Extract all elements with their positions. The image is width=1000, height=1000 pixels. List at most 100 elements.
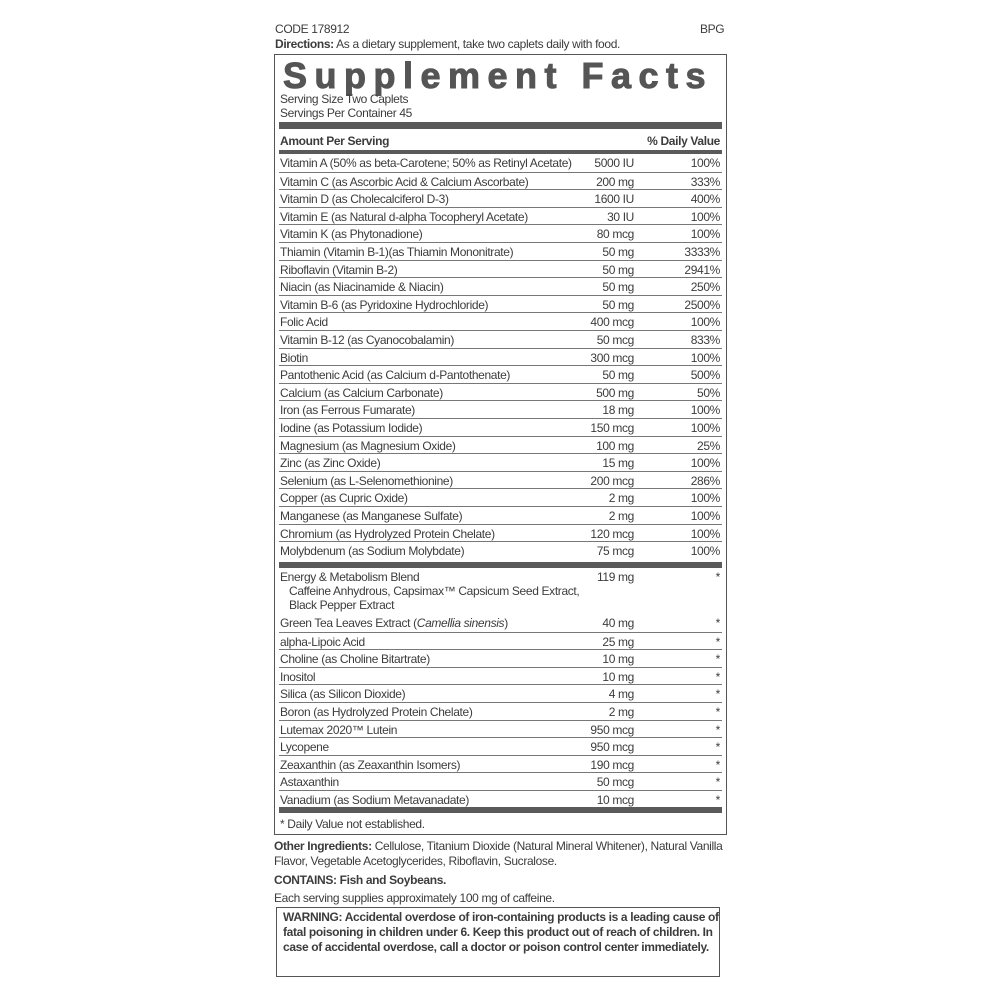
nutrient-amount: 10 mg [602,652,634,667]
nutrient-row: Green Tea Leaves Extract (Camellia sinen… [279,614,722,632]
nutrient-amount: 120 mcg [590,526,634,541]
nutrient-amount: 10 mcg [596,793,635,807]
nutrient-row: Iodine (as Potassium Iodide) 150 mcg 100% [279,418,722,436]
nutrient-name: Choline (as Choline Bitartrate) [280,652,430,666]
nutrient-row: Vanadium (as Sodium Metavanadate) 10 mcg * [279,790,722,808]
nutrient-amount: 1600 IU [594,192,634,207]
nutrient-name: Green Tea Leaves Extract (Camellia sinen… [280,616,508,630]
nutrient-name-text: Vitamin K (as Phytonadione) [280,227,423,242]
nutrient-name: Vitamin B-6 (as Pyridoxine Hydrochloride… [280,297,489,312]
amount-per-serving-header: Amount Per Serving [280,134,390,148]
nutrient-daily-value: 100% [690,315,721,330]
nutrient-daily-value: 286% [690,473,721,488]
nutrient-row: Astaxanthin 50 mcg * [279,772,722,790]
nutrient-daily-value: * [715,652,721,667]
nutrient-name: Niacin (as Niacinamide & Niacin) [280,280,444,294]
nutrient-row: Niacin (as Niacinamide & Niacin) 50 mg 250… [279,277,722,295]
nutrient-amount: 100 mg [596,438,634,453]
nutrient-name: Iron (as Ferrous Fumarate) [280,403,415,417]
product-code: CODE 178912 [275,22,350,36]
brand-code: BPG [700,22,725,36]
nutrient-row: Magnesium (as Magnesium Oxide) 100 mg 25% [279,435,722,454]
nutrient-name: Boron (as Hydrolyzed Protein Chelate) [280,705,473,719]
divider-thick [279,562,722,568]
nutrient-name-text: Vitamin C (as Ascorbic Acid & Calcium As… [280,174,529,189]
nutrient-daily-value: 500% [690,368,721,383]
nutrient-name-text: Lycopene [280,740,329,755]
nutrient-row: Vitamin C (as Ascorbic Acid & Calcium As… [279,171,722,190]
nutrient-name-text: Silica (as Silicon Dioxide) [280,687,406,702]
divider-thick [279,122,722,129]
blend-row: Energy & Metabolism Blend 119 mg * Caffe… [279,568,722,614]
nutrient-name-text: Astaxanthin [280,775,339,790]
nutrient-amount: 40 mg [602,616,634,630]
nutrient-name: Lutemax 2020™ Lutein [280,723,397,737]
nutrient-row: Riboflavin (Vitamin B-2) 50 mg 2941% [279,259,722,278]
directions-text: As a dietary supplement, take two caplet… [333,37,621,51]
nutrient-amount: 190 mcg [590,757,634,772]
nutrient-name: Vitamin E (as Natural d-alpha Tocopheryl… [280,210,528,224]
allergen-statement: CONTAINS: Fish and Soybeans. [274,873,446,887]
nutrient-name: Selenium (as L-Selenomethionine) [280,474,453,488]
directions-label: Directions: [275,37,334,51]
nutrient-daily-value: * [715,634,721,649]
nutrient-name-close: ) [504,616,508,630]
nutrient-daily-value: * [715,616,721,630]
nutrient-amount: 4 mg [608,687,635,702]
nutrient-amount: 200 mg [596,174,634,189]
nutrient-daily-value: * [715,793,721,807]
nutrient-name-text: Vitamin D (as Cholecalciferol D-3) [280,192,449,207]
nutrient-name-text: Iron (as Ferrous Fumarate) [280,403,415,418]
nutrient-amount: 950 mcg [590,740,634,755]
nutrient-amount: 15 mg [602,456,634,471]
nutrient-row: Lutemax 2020™ Lutein 950 mcg * [279,719,722,738]
nutrient-daily-value: 100% [690,227,721,242]
nutrient-row: Pantothenic Acid (as Calcium d-Pantothen… [279,365,722,383]
nutrient-daily-value: 250% [690,280,721,295]
nutrient-name: Vitamin A (50% as beta-Carotene; 50% as … [280,156,572,170]
caffeine-note: Each serving supplies approximately 100 … [274,891,555,905]
nutrient-row: Zeaxanthin (as Zeaxanthin Isomers) 190 mc… [279,754,722,773]
nutrient-row: Boron (as Hydrolyzed Protein Chelate) 2 m… [279,702,722,720]
panel-title: Supplement Facts [282,55,714,97]
divider-thick [279,807,722,813]
nutrient-name-text: Chromium (as Hydrolyzed Protein Chelate) [280,526,495,541]
iron-warning: WARNING: Accidental overdose of iron-con… [276,907,720,977]
nutrient-amount: 50 mg [602,245,634,259]
nutrient-name: Vanadium (as Sodium Metavanadate) [280,793,469,807]
nutrient-name-text: Niacin (as Niacinamide & Niacin) [280,280,444,295]
nutrient-name: Folic Acid [280,315,328,329]
nutrient-amount: 5000 IU [594,156,634,170]
footnote: * Daily Value not established. [280,817,425,831]
nutrient-daily-value: * [715,757,721,772]
nutrient-name-text: Inositol [280,669,316,684]
nutrient-amount: 400 mcg [590,315,634,330]
nutrient-name-text: alpha-Lipoic Acid [280,634,365,649]
nutrient-amount: 18 mg [602,403,634,418]
nutrient-row: Inositol 10 mg * [279,666,722,685]
nutrient-name: Iodine (as Potassium Iodide) [280,421,423,435]
nutrient-row: Zinc (as Zinc Oxide) 15 mg 100% [279,453,722,471]
nutrient-name: Vitamin K (as Phytonadione) [280,227,423,242]
nutrient-row: Iron (as Ferrous Fumarate) 18 mg 100% [279,400,722,418]
nutrient-row: Vitamin A (50% as beta-Carotene; 50% as … [279,154,722,172]
supplement-facts-panel: Supplement Facts Serving Size Two Caplet… [274,54,727,835]
nutrient-name-text: Riboflavin (Vitamin B-2) [280,262,398,277]
nutrient-name: Thiamin (Vitamin B-1)(as Thiamin Mononit… [280,245,514,259]
nutrient-amount: 50 mg [602,297,634,312]
nutrient-name: Lycopene [280,740,329,754]
nutrient-name-text: Copper (as Cupric Oxide) [280,491,408,506]
nutrient-row: Silica (as Silicon Dioxide) 4 mg * [279,684,722,702]
nutrient-name-text: Vitamin B-6 (as Pyridoxine Hydrochloride… [280,297,489,312]
nutrient-name: Calcium (as Calcium Carbonate) [280,386,443,400]
nutrient-daily-value: 100% [690,526,721,541]
nutrient-name: Vitamin C (as Ascorbic Acid & Calcium As… [280,174,529,189]
nutrient-row: Selenium (as L-Selenomethionine) 200 mcg 2… [279,470,722,489]
nutrient-daily-value: 2941% [684,262,720,277]
nutrient-daily-value: 100% [690,209,721,224]
nutrient-daily-value: 833% [690,333,721,347]
nutrient-daily-value: * [715,687,721,702]
nutrient-name: Magnesium (as Magnesium Oxide) [280,439,456,453]
nutrient-name-text: Folic Acid [280,315,328,330]
nutrient-amount: 75 mcg [596,544,635,559]
